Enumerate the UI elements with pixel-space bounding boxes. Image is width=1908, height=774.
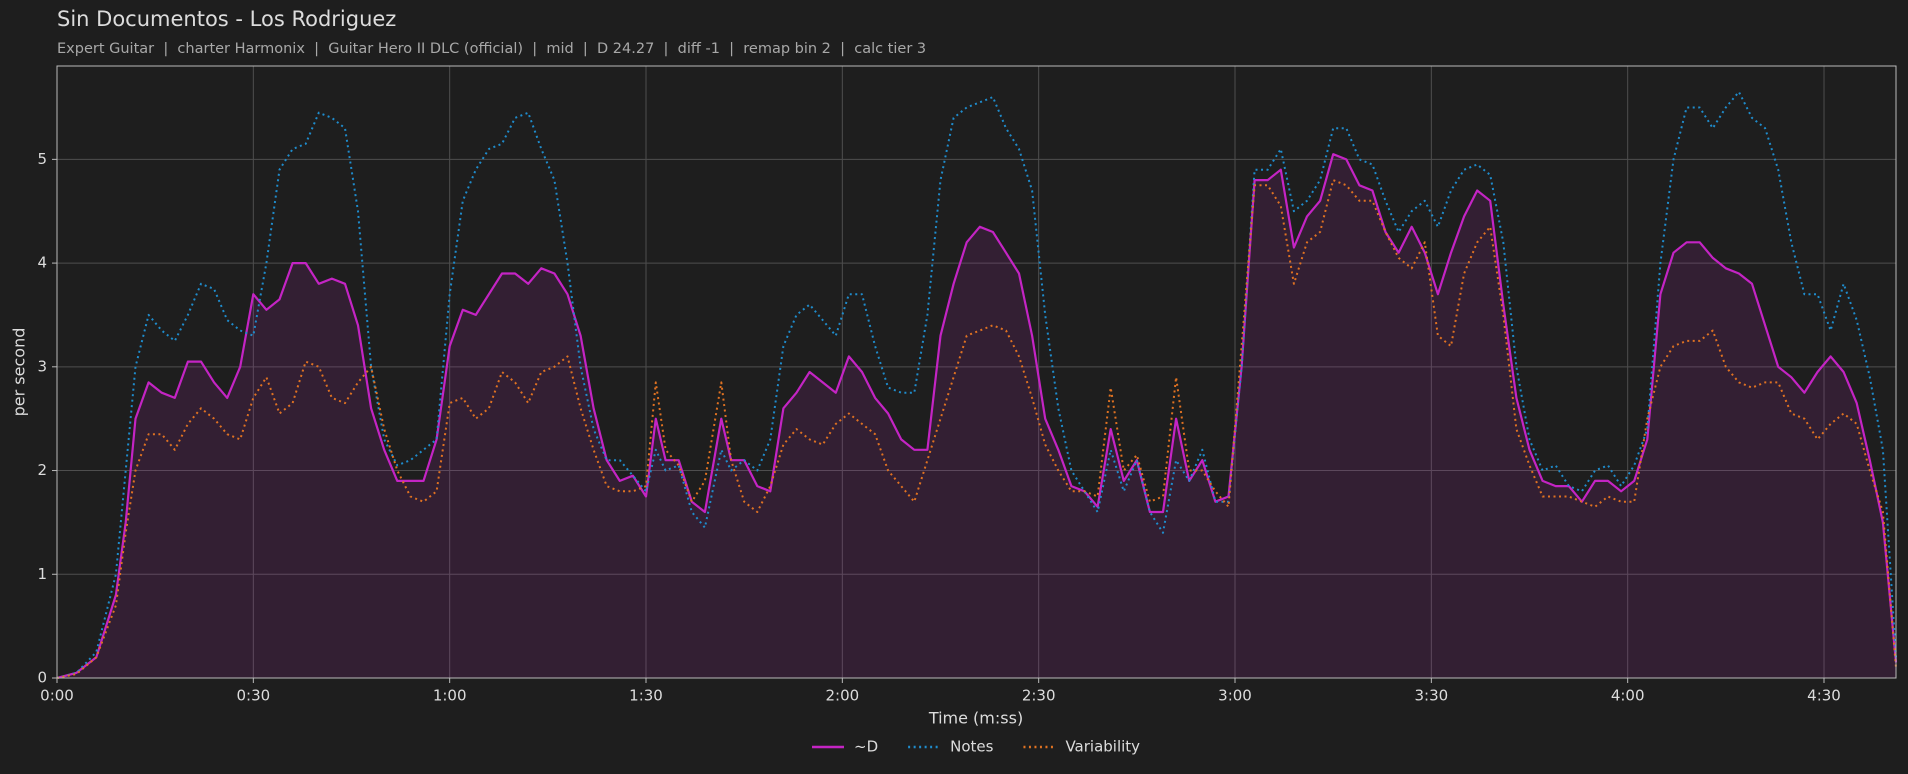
series-line	[56, 90, 1897, 679]
x-axis-label: Time (m:ss)	[928, 709, 1023, 728]
y-tick-label: 4	[37, 254, 47, 272]
chart-title: Sin Documentos - Los Rodriguez	[57, 7, 396, 31]
series-line	[56, 179, 1897, 679]
y-tick-label: 5	[37, 150, 47, 168]
x-tick-label: 0:00	[40, 687, 74, 705]
legend-label: Variability	[1065, 738, 1140, 756]
x-tick-label: 1:30	[629, 687, 663, 705]
x-tick-label: 2:30	[1022, 687, 1056, 705]
legend-label: Notes	[950, 738, 994, 756]
x-tick-label: 4:00	[1611, 687, 1645, 705]
x-tick-label: 3:30	[1414, 687, 1448, 705]
plot-frame	[56, 65, 1897, 679]
y-tick-label: 1	[37, 565, 47, 583]
legend-label: ~D	[854, 738, 878, 756]
x-tick-label: 0:30	[236, 687, 270, 705]
y-tick-label: 3	[37, 357, 47, 375]
area-fill	[57, 154, 1896, 678]
chart-subtitle: Expert Guitar | charter Harmonix | Guita…	[57, 41, 926, 57]
x-tick-label: 1:00	[433, 687, 467, 705]
x-tick-label: 3:00	[1218, 687, 1252, 705]
x-tick-label: 2:00	[825, 687, 859, 705]
series-line	[56, 153, 1898, 680]
x-tick-label: 4:30	[1807, 687, 1841, 705]
y-tick-label: 0	[37, 669, 47, 687]
y-axis-label: per second	[10, 328, 29, 417]
y-tick-label: 2	[37, 461, 47, 479]
